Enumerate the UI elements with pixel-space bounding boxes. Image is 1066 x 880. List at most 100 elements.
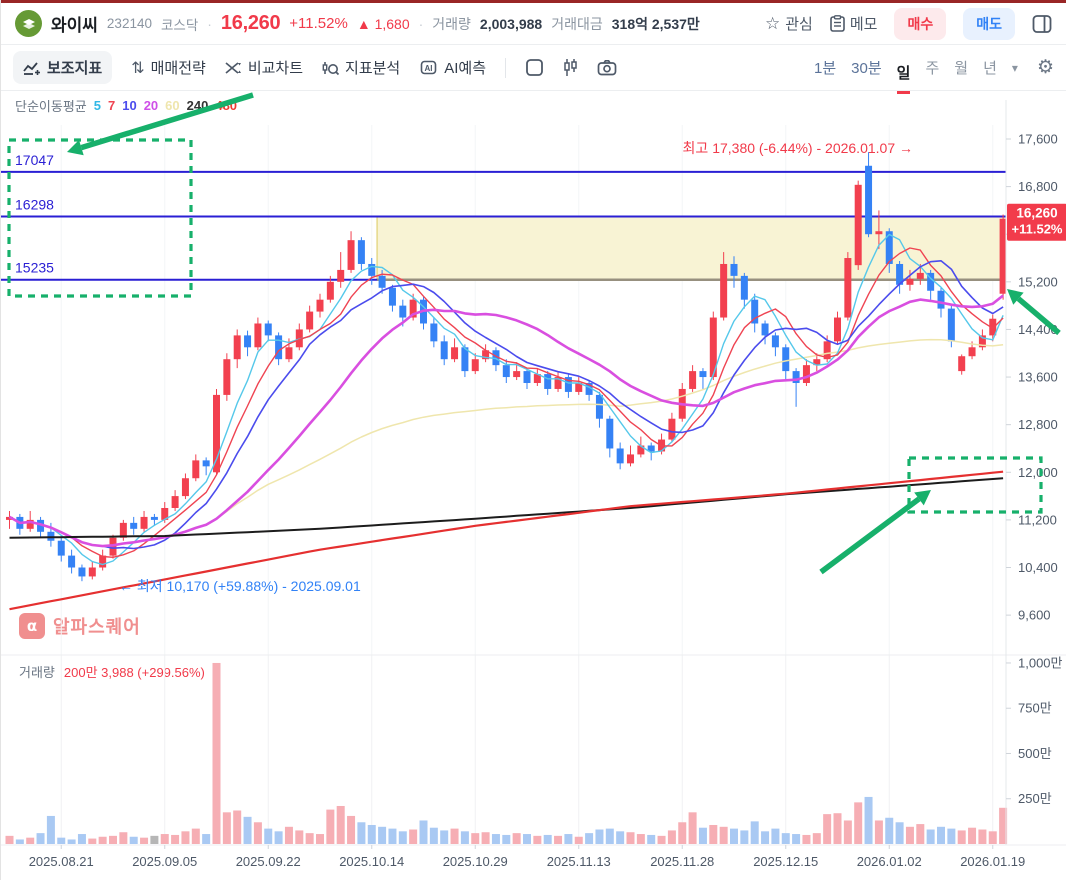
stock-logo-glyph [22, 18, 35, 29]
watchlist-button[interactable]: ☆ 관심 [765, 13, 813, 34]
alphasquare-text: 알파스퀘어 [53, 617, 141, 637]
stock-code: 232140 [106, 16, 152, 31]
svg-text:2026.01.02: 2026.01.02 [857, 854, 922, 869]
volume-pane-value: 200만 3,988 (+299.56%) [63, 665, 205, 680]
ma-legend-7: 7 [108, 98, 116, 113]
ma-legend-5: 5 [93, 98, 101, 113]
svg-text:2025.09.05: 2025.09.05 [132, 854, 197, 869]
ma-legend-60: 60 [165, 98, 180, 113]
ma-legend-240: 240 [186, 98, 209, 113]
volume-label: 거래량 [432, 15, 471, 32]
timeframe-1min[interactable]: 1분 [814, 60, 837, 77]
timeframe-daily[interactable]: 일 [896, 52, 911, 94]
separator-dot: · [207, 15, 212, 32]
chart-canvas[interactable]: 17047162981523517,60016,80016,00015,2001… [1, 90, 1066, 880]
turnover-label: 거래대금 [551, 15, 603, 32]
svg-text:9,600: 9,600 [1018, 608, 1051, 623]
trading-strategy-button[interactable]: ⇅ 매매전략 [131, 57, 206, 78]
chevron-down-icon[interactable]: ▾ [1011, 60, 1018, 75]
candle-style-icon[interactable] [563, 58, 578, 77]
trading-strategy-label: 매매전략 [150, 60, 206, 77]
svg-text:12,000: 12,000 [1018, 465, 1058, 480]
toolbar-divider [505, 57, 506, 78]
ma-line-20 [8, 294, 1004, 548]
svg-text:2025.08.21: 2025.08.21 [29, 854, 94, 869]
green-arrow-to-support [1016, 296, 1061, 336]
svg-text:750만: 750만 [1018, 701, 1052, 716]
alphasquare-watermark: α 알파스퀘어 [19, 613, 141, 639]
ai-chip-icon: AI [420, 60, 437, 75]
volume-value: 2,003,988 [479, 15, 543, 32]
ai-forecast-button[interactable]: AI AI예측 [419, 57, 486, 78]
green-dashed-box-ma-convergence [907, 456, 1043, 514]
svg-text:2025.10.29: 2025.10.29 [443, 854, 508, 869]
svg-text:2025.10.14: 2025.10.14 [339, 854, 404, 869]
buy-button[interactable]: 매수 [894, 7, 947, 40]
watchlist-label: 관심 [785, 16, 813, 33]
current-price: 16,260 [220, 12, 281, 34]
green-dashed-box-price-levels [7, 138, 193, 298]
indicator-analysis-label: 지표분석 [345, 60, 401, 77]
svg-text:15235: 15235 [15, 260, 54, 276]
star-icon: ☆ [765, 13, 781, 33]
svg-text:17047: 17047 [15, 152, 54, 168]
turnover-value: 318억 2,537만 [611, 15, 700, 32]
timeframe-yearly[interactable]: 년 [983, 60, 997, 77]
svg-text:2025.12.15: 2025.12.15 [753, 854, 818, 869]
timeframe-weekly[interactable]: 주 [925, 60, 940, 77]
stock-header: 와이씨 232140 코스닥 · 16,260 +11.52% ▲ 1,680 … [1, 3, 1066, 45]
up-down-arrows-icon: ⇅ [131, 59, 145, 77]
user-drawing-annotations[interactable] [7, 92, 1061, 575]
svg-text:2025.09.22: 2025.09.22 [236, 854, 301, 869]
current-price-badge: 16,260+11.52% [1007, 203, 1066, 241]
screenshot-camera-icon[interactable] [597, 59, 617, 76]
high-low-annotations: 최고 17,380 (-6.44%) - 2026.01.07 → ← 최저 10… [119, 140, 913, 594]
timeframe-30min[interactable]: 30분 [851, 60, 882, 77]
svg-text:2025.11.28: 2025.11.28 [650, 854, 714, 869]
separator-dot: · [418, 15, 424, 32]
ma-legend-480: 480 [215, 98, 238, 113]
memo-label: 메모 [849, 16, 878, 33]
ma-legend: 단순이동평균 5 7 10 20 60 240 480 [15, 96, 237, 115]
ma-legend-values: 5 7 10 20 60 240 480 [94, 98, 237, 113]
ai-forecast-label: AI예측 [444, 60, 486, 77]
svg-text:250만: 250만 [1018, 791, 1052, 806]
alphasquare-logo-icon: α [19, 613, 45, 639]
compare-chart-button[interactable]: 비교차트 [225, 57, 303, 78]
volume-pane-legend: 거래량 200만 3,988 (+299.56%) [19, 662, 205, 681]
svg-text:16,800: 16,800 [1018, 179, 1058, 194]
svg-text:11,200: 11,200 [1018, 512, 1057, 527]
svg-text:2026.01.19: 2026.01.19 [960, 854, 1025, 869]
panel-toggle-icon[interactable] [1032, 14, 1052, 34]
settings-gear-icon[interactable]: ⚙ [1036, 57, 1054, 78]
ma240-line [9, 477, 1004, 539]
shuffle-icon [225, 61, 241, 74]
indicator-analysis-button[interactable]: 지표분석 [322, 57, 400, 78]
horizontal-price-lines: 17047 16298 15235 [1, 152, 1006, 281]
memo-button[interactable]: 메모 [830, 13, 878, 34]
svg-text:최고 17,380 (-6.44%) - 2026.01.0: 최고 17,380 (-6.44%) - 2026.01.07 → [683, 140, 913, 156]
chart-toolbar: 보조지표 ⇅ 매매전략 비교차트 지표분석 AI [1, 45, 1066, 94]
ma480-line [9, 470, 1004, 611]
indicator-chart-icon [23, 61, 40, 75]
ma-line-7 [9, 247, 1004, 558]
svg-text:16,000: 16,000 [1018, 227, 1058, 242]
resistance-band [376, 216, 1006, 280]
chart-layout-icon[interactable] [525, 58, 544, 77]
axes: 17,600 16,800 16,000 15,200 14,400 13,600 12,8… [1, 100, 1066, 869]
svg-text:16,260: 16,260 [1016, 206, 1057, 221]
ma-legend-10: 10 [122, 98, 137, 113]
candle-search-icon [322, 61, 340, 75]
memo-icon [830, 15, 845, 32]
svg-text:12,800: 12,800 [1018, 417, 1058, 432]
sell-button[interactable]: 매도 [963, 7, 1015, 40]
change-amount: ▲ 1,680 [356, 15, 410, 32]
candles-layer [6, 152, 1006, 582]
svg-text:15,200: 15,200 [1018, 274, 1058, 289]
svg-text:10,400: 10,400 [1018, 560, 1058, 575]
indicators-label: 보조지표 [47, 60, 103, 77]
indicators-button[interactable]: 보조지표 [13, 51, 113, 84]
gridlines [60, 125, 994, 844]
timeframe-monthly[interactable]: 월 [954, 60, 969, 77]
